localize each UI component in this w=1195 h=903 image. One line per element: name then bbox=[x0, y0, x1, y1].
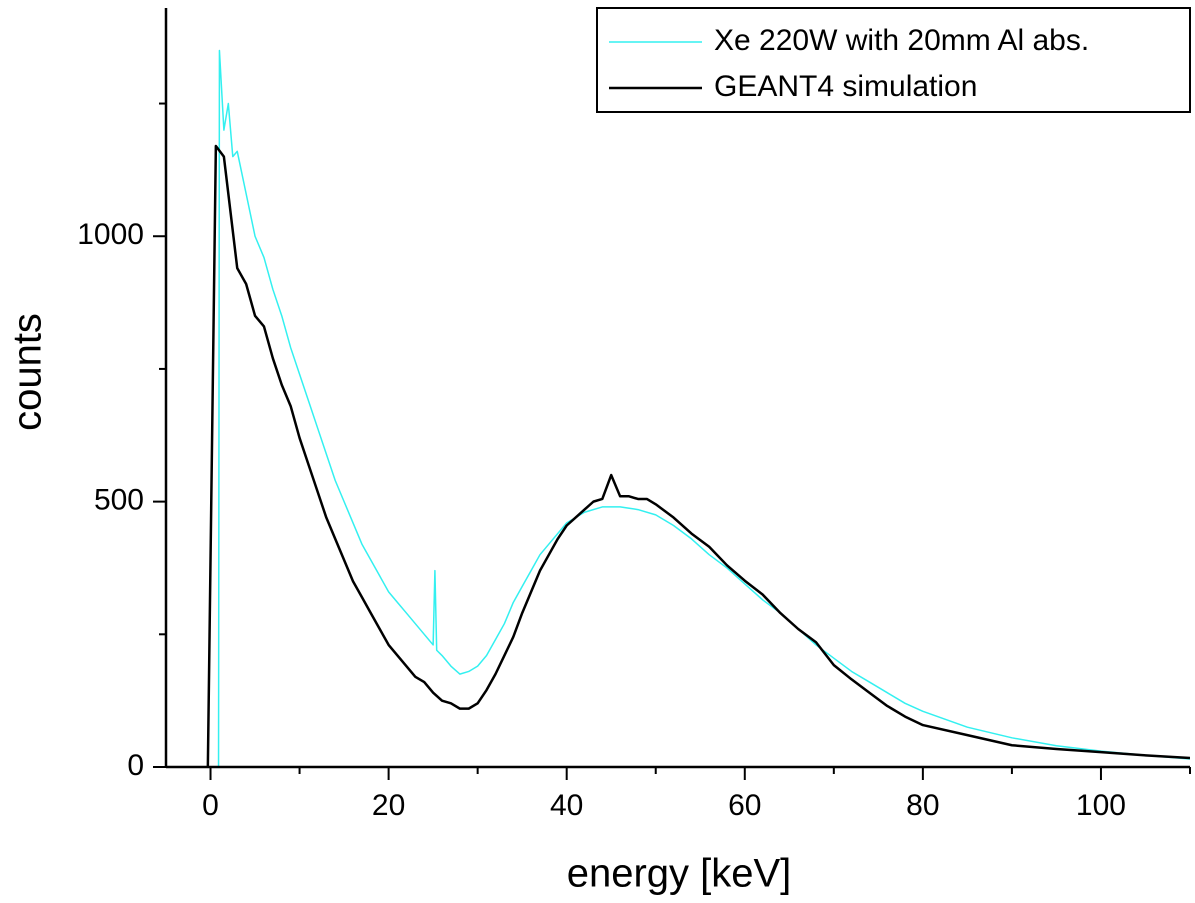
x-tick-label: 100 bbox=[1076, 789, 1126, 822]
series-line bbox=[206, 144, 1190, 767]
y-tick-label: 0 bbox=[127, 749, 144, 782]
x-tick-label: 20 bbox=[372, 789, 405, 822]
x-tick-label: 80 bbox=[906, 789, 939, 822]
y-tick-label: 1000 bbox=[77, 218, 144, 251]
x-tick-label: 0 bbox=[202, 789, 219, 822]
legend-label: GEANT4 simulation bbox=[714, 70, 977, 103]
series-line bbox=[217, 49, 1190, 767]
x-axis-title: energy [keV] bbox=[567, 852, 792, 896]
legend-label: Xe 220W with 20mm Al abs. bbox=[714, 24, 1089, 57]
x-tick-label: 60 bbox=[728, 789, 761, 822]
x-tick-label: 40 bbox=[550, 789, 583, 822]
y-tick-label: 500 bbox=[94, 484, 144, 517]
legend-box bbox=[596, 7, 1191, 113]
y-axis-title: counts bbox=[6, 313, 50, 431]
